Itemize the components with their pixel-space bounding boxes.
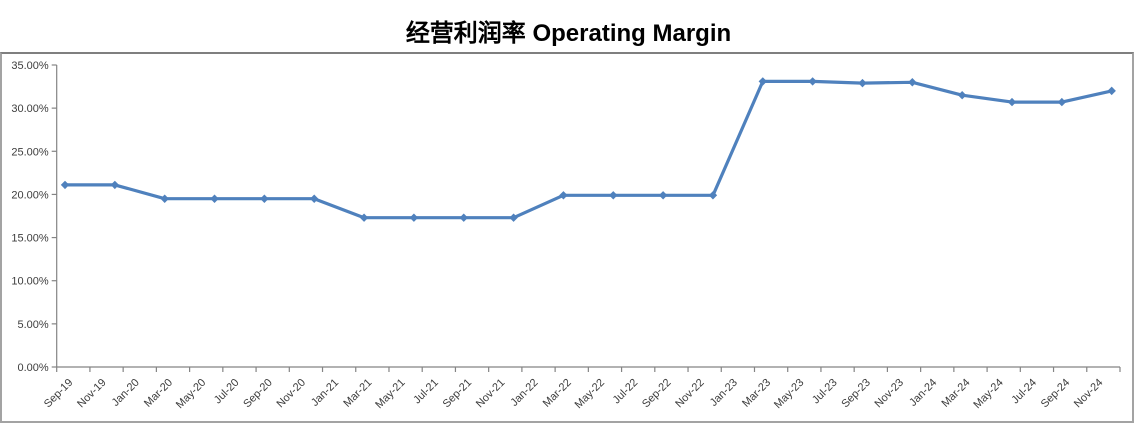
data-point-marker: [758, 77, 767, 86]
x-axis-label: Nov-21: [474, 377, 508, 411]
data-point-marker: [908, 78, 917, 87]
x-axis-label: Jul-20: [212, 377, 242, 407]
x-axis-label: Nov-20: [274, 377, 308, 411]
data-point-marker: [1107, 86, 1116, 96]
y-axis-label: 0.00%: [17, 362, 48, 374]
data-point-marker: [359, 213, 369, 222]
data-point-marker: [459, 213, 468, 222]
data-point-marker: [658, 191, 668, 200]
y-axis-label: 25.00%: [11, 146, 49, 158]
y-axis-label: 20.00%: [11, 189, 49, 201]
data-point-marker: [559, 191, 568, 200]
y-axis-label: 30.00%: [11, 103, 49, 115]
data-point-marker: [708, 191, 718, 200]
x-axis-label: Jul-24: [1009, 377, 1039, 407]
y-axis-label: 10.00%: [11, 276, 49, 288]
x-axis-label: Nov-22: [673, 377, 707, 411]
y-axis-label: 15.00%: [11, 233, 49, 245]
data-point-marker: [310, 194, 319, 203]
x-axis-label: Jan-21: [309, 377, 341, 409]
data-point-marker: [858, 78, 867, 88]
data-point-marker: [60, 180, 70, 190]
x-axis-label: May-23: [772, 377, 806, 411]
chart-area-frame: [0, 52, 1134, 423]
x-axis-label: Mar-23: [740, 377, 773, 410]
chart-title: 经营利润率 Operating Margin: [405, 20, 732, 47]
x-axis-label: Sep-19: [42, 377, 76, 411]
x-axis-label: Jan-24: [907, 377, 939, 409]
x-axis-label: Sep-21: [441, 377, 475, 411]
x-axis-label: Jan-22: [508, 377, 540, 409]
x-axis-label: Sep-20: [241, 377, 275, 411]
data-point-marker: [1057, 97, 1067, 107]
x-axis-label: Nov-19: [75, 377, 109, 411]
x-axis-label: Nov-24: [1072, 377, 1106, 411]
x-axis-label: Jan-23: [708, 377, 740, 409]
x-axis-label: Jan-20: [110, 377, 142, 409]
data-point-marker: [509, 213, 518, 222]
data-point-marker: [160, 194, 169, 203]
x-axis-label: Sep-22: [640, 377, 674, 411]
x-axis-label: May-24: [971, 377, 1005, 411]
x-axis-label: Jul-23: [810, 377, 840, 407]
y-axis-label: 5.00%: [17, 319, 48, 331]
x-axis-label: Mar-24: [939, 377, 972, 410]
x-axis-label: Mar-22: [541, 377, 574, 410]
x-axis-label: Sep-23: [839, 377, 873, 411]
series-line: [65, 79, 1113, 220]
x-axis-label: May-20: [174, 377, 208, 411]
data-point-marker: [110, 180, 120, 190]
data-point-marker: [609, 191, 618, 200]
x-axis-label: May-21: [373, 377, 407, 411]
data-point-marker: [957, 91, 967, 100]
x-axis-label: Sep-24: [1039, 377, 1073, 411]
x-axis-label: Jul-21: [411, 377, 441, 407]
x-axis-label: Mar-20: [142, 377, 175, 410]
x-axis-label: Nov-23: [873, 377, 907, 411]
x-axis-label: May-22: [573, 377, 607, 411]
x-axis-label: Jul-22: [611, 377, 641, 407]
data-point-marker: [1007, 97, 1017, 107]
data-point-marker: [210, 194, 219, 203]
x-axis-label: Mar-21: [341, 377, 374, 410]
data-point-marker: [409, 213, 419, 222]
y-axis-label: 35.00%: [11, 60, 49, 72]
data-point-marker: [260, 194, 269, 203]
data-point-marker: [808, 77, 817, 86]
